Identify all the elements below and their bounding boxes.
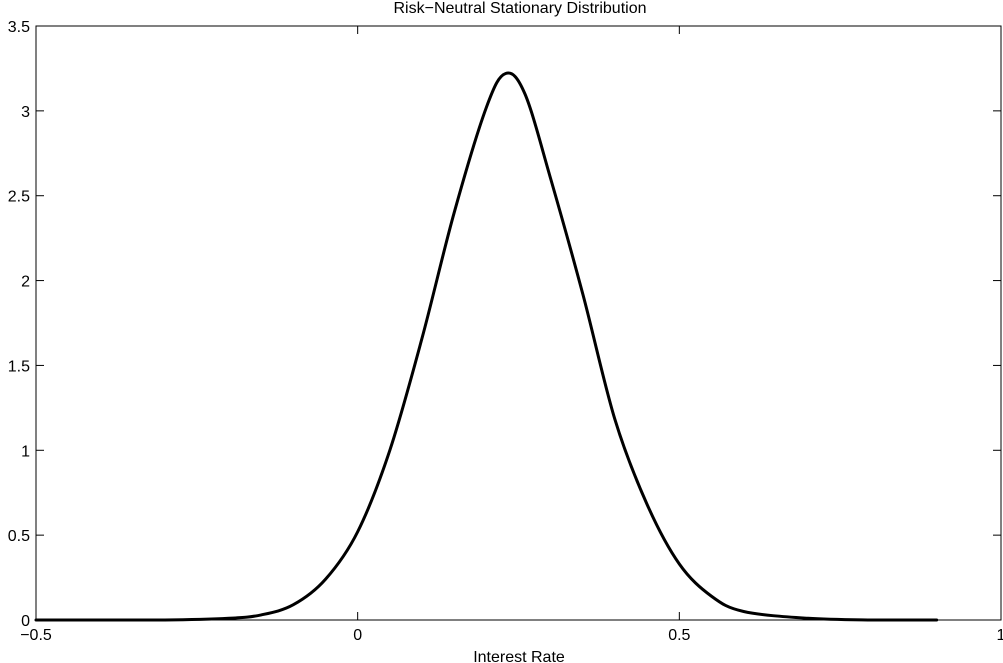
x-tick-label: 0 <box>353 627 362 644</box>
y-tick-label: 0 <box>21 613 30 630</box>
density-curve <box>34 71 939 622</box>
y-tick-label: 2 <box>21 274 30 291</box>
y-tick-label: 0.5 <box>8 528 30 545</box>
x-tick-label: −0.5 <box>20 627 52 644</box>
y-tick-label: 3 <box>21 104 30 121</box>
y-tick-label: 1 <box>21 443 30 460</box>
x-tick-label: 0.5 <box>668 627 690 644</box>
y-tick-label: 2.5 <box>8 189 30 206</box>
y-tick-label: 1.5 <box>8 358 30 375</box>
axis-ticks <box>35 25 1002 621</box>
y-tick-label: 3.5 <box>8 19 30 36</box>
plot-frame <box>35 25 1002 621</box>
chart-title: Risk−Neutral Stationary Distribution <box>394 0 647 17</box>
x-tick-label: 1 <box>997 627 1003 644</box>
x-axis-label: Interest Rate <box>473 649 565 663</box>
tick-labels: −0.5 0 0.5 100.511.522.533.5 <box>8 19 1003 644</box>
